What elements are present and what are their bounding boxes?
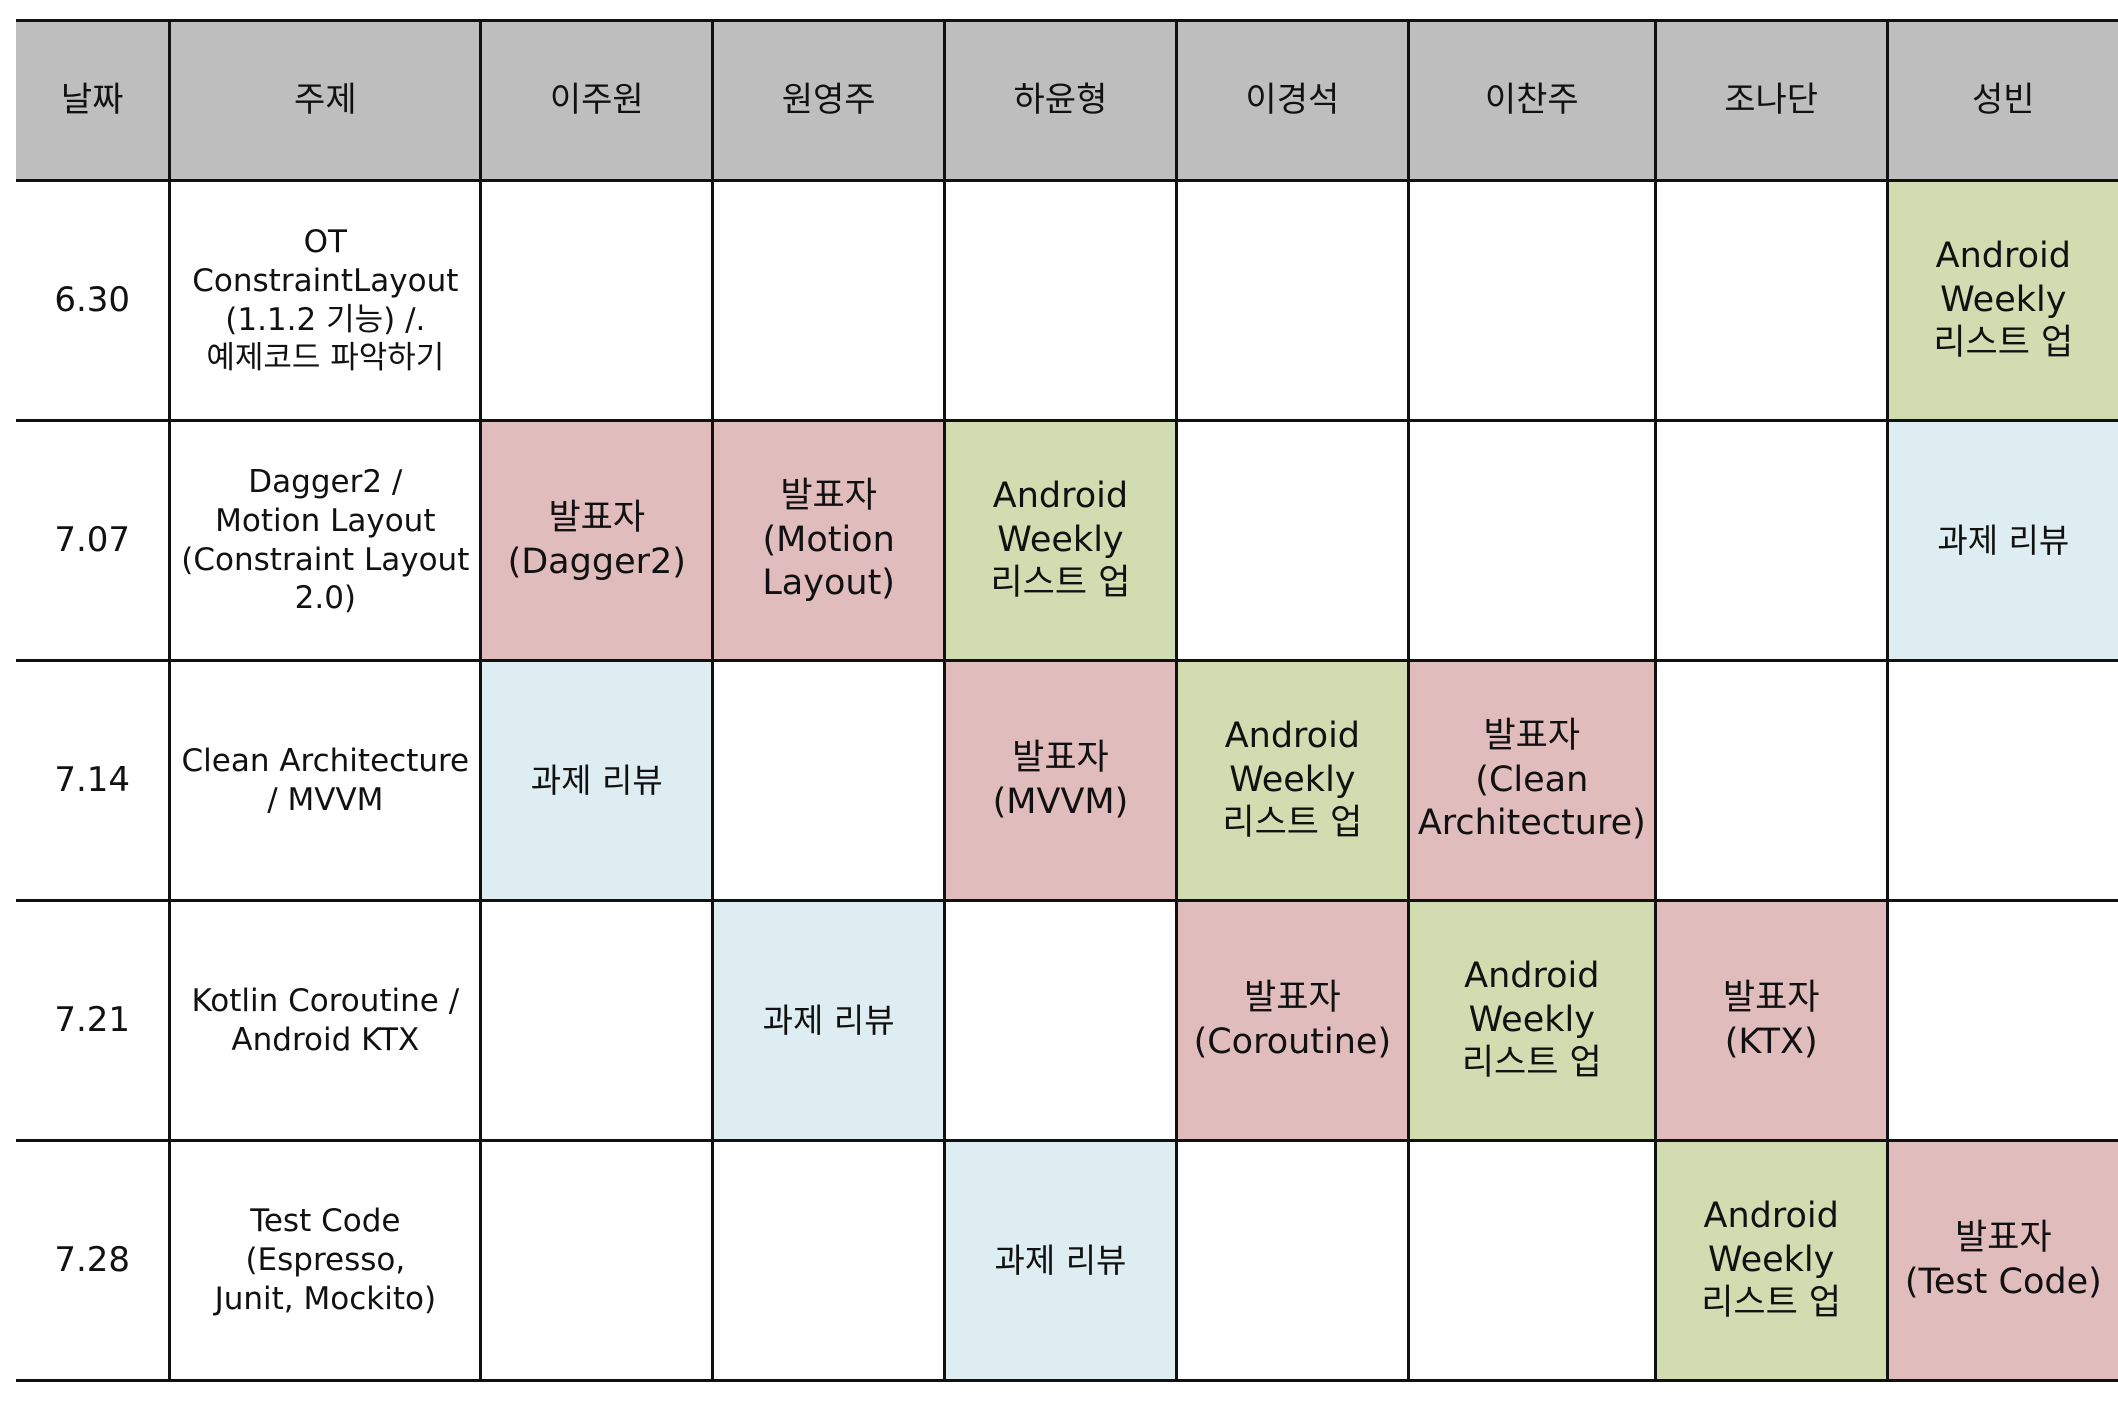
table-body: 6.30 OT ConstraintLayout (1.1.2 기능) /. 예… xyxy=(16,179,2118,1382)
topic-cell: OT ConstraintLayout (1.1.2 기능) /. 예제코드 파… xyxy=(168,179,483,422)
assignment-cell: Android Weekly 리스트 업 xyxy=(1653,1139,1889,1382)
assignment-cell xyxy=(943,899,1178,1142)
assignment-cell xyxy=(479,179,715,422)
assignment-cell xyxy=(943,179,1178,422)
assignment-cell xyxy=(1885,899,2118,1142)
topic-cell: Test Code (Espresso, Junit, Mockito) xyxy=(168,1139,483,1382)
schedule-table: 날짜 주제 이주원 원영주 하윤형 이경석 이찬주 조나단 성빈 6.30 OT… xyxy=(16,19,2118,1382)
header-row: 날짜 주제 이주원 원영주 하윤형 이경석 이찬주 조나단 성빈 xyxy=(16,19,2118,182)
assignment-cell xyxy=(711,1139,947,1382)
header-member: 이경석 xyxy=(1174,19,1410,182)
date-cell: 7.07 xyxy=(16,419,172,662)
header-date: 날짜 xyxy=(16,19,172,182)
assignment-cell xyxy=(1174,419,1410,662)
assignment-cell xyxy=(1653,179,1889,422)
assignment-cell xyxy=(1653,419,1889,662)
assignment-cell: 발표자 (MVVM) xyxy=(943,659,1178,902)
topic-cell: Clean Architecture / MVVM xyxy=(168,659,483,902)
topic-cell: Kotlin Coroutine / Android KTX xyxy=(168,899,483,1142)
assignment-cell: 과제 리뷰 xyxy=(711,899,947,1142)
assignment-cell xyxy=(1406,1139,1657,1382)
assignment-cell: 발표자 (Motion Layout) xyxy=(711,419,947,662)
assignment-cell: 발표자 (Coroutine) xyxy=(1174,899,1410,1142)
assignment-cell xyxy=(479,1139,715,1382)
assignment-cell: 과제 리뷰 xyxy=(479,659,715,902)
table-row: 6.30 OT ConstraintLayout (1.1.2 기능) /. 예… xyxy=(16,179,2118,422)
assignment-cell: 과제 리뷰 xyxy=(1885,419,2118,662)
assignment-cell xyxy=(1653,659,1889,902)
assignment-cell: Android Weekly 리스트 업 xyxy=(1174,659,1410,902)
assignment-cell xyxy=(711,659,947,902)
assignment-cell: 발표자 (Clean Architecture) xyxy=(1406,659,1657,902)
assignment-cell xyxy=(1174,179,1410,422)
header-topic: 주제 xyxy=(168,19,483,182)
assignment-cell: 발표자 (KTX) xyxy=(1653,899,1889,1142)
table-header: 날짜 주제 이주원 원영주 하윤형 이경석 이찬주 조나단 성빈 xyxy=(16,19,2118,182)
header-member: 원영주 xyxy=(711,19,947,182)
assignment-cell: Android Weekly 리스트 업 xyxy=(1885,179,2118,422)
date-cell: 6.30 xyxy=(16,179,172,422)
date-cell: 7.28 xyxy=(16,1139,172,1382)
header-member: 이주원 xyxy=(479,19,715,182)
date-cell: 7.14 xyxy=(16,659,172,902)
header-member: 조나단 xyxy=(1653,19,1889,182)
assignment-cell xyxy=(1406,179,1657,422)
assignment-cell: Android Weekly 리스트 업 xyxy=(943,419,1178,662)
topic-cell: Dagger2 / Motion Layout (Constraint Layo… xyxy=(168,419,483,662)
assignment-cell xyxy=(479,899,715,1142)
table-row: 7.07 Dagger2 / Motion Layout (Constraint… xyxy=(16,419,2118,662)
assignment-cell xyxy=(1406,419,1657,662)
table-row: 7.21 Kotlin Coroutine / Android KTX 과제 리… xyxy=(16,899,2118,1142)
assignment-cell: 과제 리뷰 xyxy=(943,1139,1178,1382)
table-row: 7.14 Clean Architecture / MVVM 과제 리뷰 발표자… xyxy=(16,659,2118,902)
assignment-cell: 발표자 (Test Code) xyxy=(1885,1139,2118,1382)
header-member: 하윤형 xyxy=(943,19,1178,182)
assignment-cell xyxy=(1174,1139,1410,1382)
assignment-cell: 발표자 (Dagger2) xyxy=(479,419,715,662)
table-row: 7.28 Test Code (Espresso, Junit, Mockito… xyxy=(16,1139,2118,1382)
header-member: 이찬주 xyxy=(1406,19,1657,182)
header-member: 성빈 xyxy=(1885,19,2118,182)
date-cell: 7.21 xyxy=(16,899,172,1142)
assignment-cell xyxy=(1885,659,2118,902)
assignment-cell: Android Weekly 리스트 업 xyxy=(1406,899,1657,1142)
assignment-cell xyxy=(711,179,947,422)
